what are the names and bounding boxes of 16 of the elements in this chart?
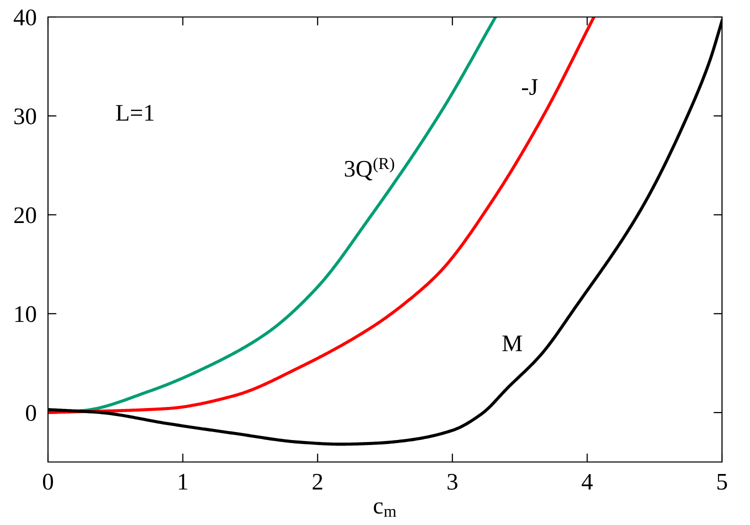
y-tick-label: 20 [14, 207, 36, 224]
annotation: L=1 [116, 104, 154, 121]
x-tick-label: 0 [42, 474, 54, 490]
x-tick-label: 1 [178, 474, 188, 490]
series-label: M [502, 336, 522, 352]
y-tick-label: 10 [15, 306, 36, 322]
y-tick-label: 0 [26, 405, 36, 421]
x-tick-label: 5 [717, 474, 727, 490]
x-axis-title: c$_{m}$ [374, 502, 396, 517]
x-tick-label: 4 [582, 474, 593, 490]
series-label: -J [522, 79, 538, 95]
x-tick-label: 2 [312, 474, 322, 490]
x-tick-label: 3 [448, 474, 458, 490]
y-tick-label: 40 [14, 9, 36, 26]
y-tick-label: 30 [14, 108, 36, 124]
series-label: 3Q$^{(R)}$ [344, 157, 394, 180]
